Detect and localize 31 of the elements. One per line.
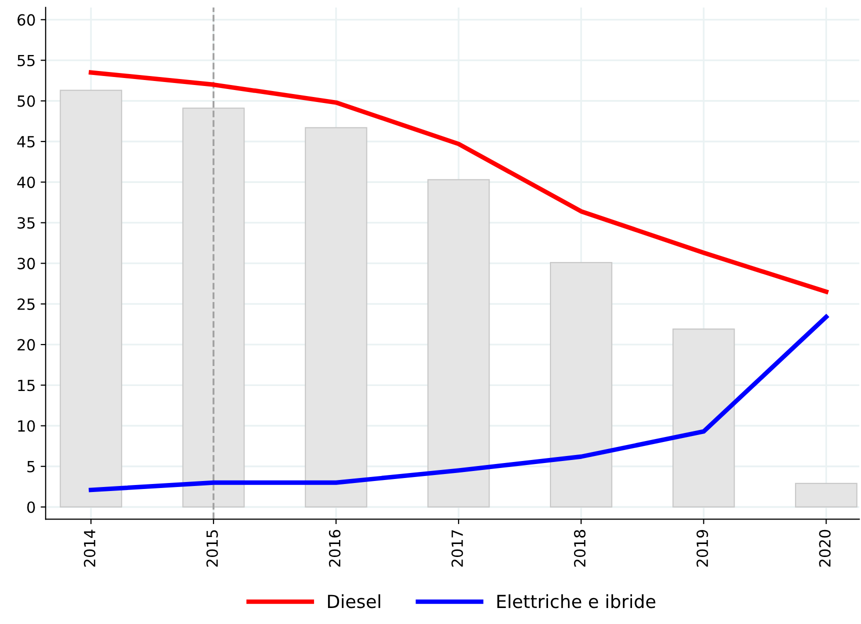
bar: [304, 127, 368, 508]
y-tick-label: 25: [18, 298, 35, 310]
legend-label: Elettriche e ibride: [497, 594, 656, 608]
y-tick-label: 60: [18, 14, 35, 26]
x-tick-label: 2017: [451, 530, 464, 567]
y-tick-label: 55: [18, 54, 35, 66]
y-tick-label: 45: [17, 136, 35, 148]
y-tick-label: 40: [17, 176, 35, 188]
y-tick-label: 30: [18, 258, 35, 270]
line-series: [88, 70, 828, 294]
y-tick-label: 0: [27, 501, 35, 514]
x-tick-label: 2014: [84, 530, 96, 567]
x-tick-label: 2015: [206, 530, 218, 567]
y-tick-label: 35: [18, 217, 35, 229]
y-tick-label: 50: [18, 95, 35, 107]
bar: [550, 262, 612, 508]
y-tick-label: 5: [27, 461, 35, 472]
x-tick-label: 2020: [819, 530, 831, 567]
bar: [60, 90, 122, 508]
x-tick-label: 2019: [696, 530, 708, 567]
bar: [182, 108, 245, 508]
x-tick-label: 2018: [574, 530, 586, 567]
y-tick-label: 15: [18, 380, 35, 392]
bar: [672, 328, 735, 508]
legend-label: Diesel: [328, 594, 380, 608]
x-tick-label: 2016: [328, 530, 340, 567]
line-series: [88, 314, 828, 492]
y-tick-label: 10: [18, 420, 35, 432]
y-tick-label: 20: [18, 339, 35, 351]
bar: [795, 482, 858, 508]
bar: [427, 179, 490, 508]
